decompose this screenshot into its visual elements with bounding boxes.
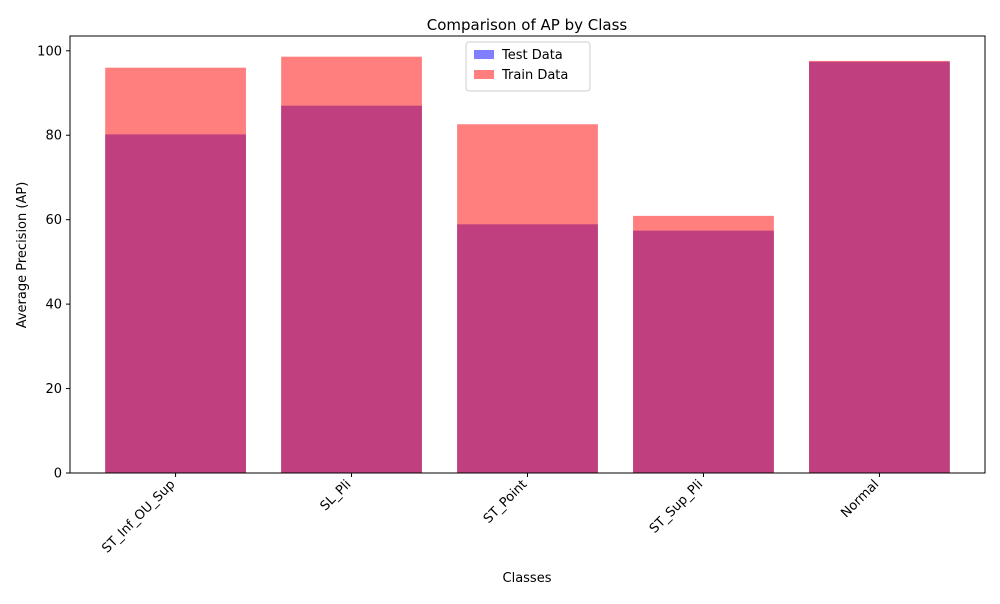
x-axis-label: Classes <box>503 571 552 586</box>
bar-train-3 <box>633 215 774 473</box>
legend-swatch-1 <box>474 70 494 79</box>
bar-train-0 <box>105 67 246 474</box>
legend-label-0: Test Data <box>501 48 563 63</box>
x-tick-label-2: ST_Point <box>481 477 530 526</box>
x-tick-label-1: SL_Pli <box>318 477 355 514</box>
bar-train-4 <box>809 60 950 473</box>
y-tick-label-4: 80 <box>45 129 62 144</box>
y-axis-label: Average Precision (AP) <box>15 182 30 329</box>
y-tick-label-5: 100 <box>37 44 62 59</box>
legend-box <box>465 41 591 92</box>
legend-swatch-0 <box>474 50 494 59</box>
bar-train-2 <box>457 124 598 474</box>
x-tick-label-3: ST_Sup_Pli <box>647 477 706 536</box>
y-tick-label-3: 60 <box>45 213 62 228</box>
bar-train-1 <box>281 56 422 473</box>
y-tick-label-2: 40 <box>45 298 62 313</box>
legend: Test Data Train Data <box>465 41 591 92</box>
y-tick-label-0: 0 <box>54 467 62 482</box>
y-tick-label-1: 20 <box>45 382 62 397</box>
bars-layer <box>105 56 950 474</box>
x-tick-label-0: ST_Inf_OU_Sup <box>99 477 178 556</box>
legend-label-1: Train Data <box>501 68 568 83</box>
chart-title: Comparison of AP by Class <box>427 16 628 34</box>
x-tick-label-4: Normal <box>838 477 882 521</box>
